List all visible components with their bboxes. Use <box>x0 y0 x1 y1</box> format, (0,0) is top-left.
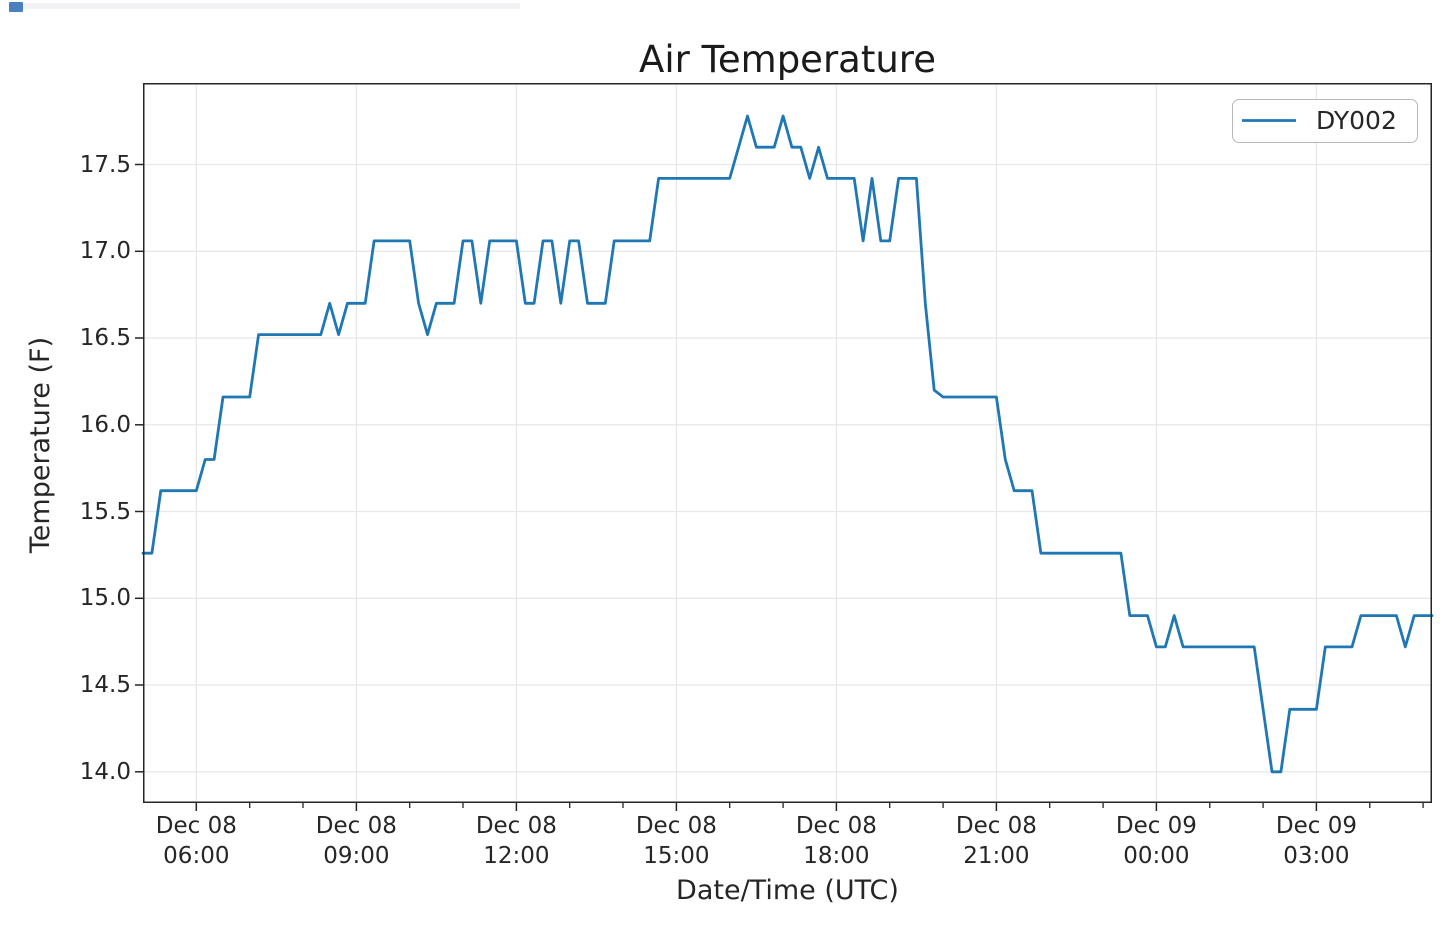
x-tick-label: Dec 08 21:00 <box>955 813 1037 869</box>
x-tick-label: Dec 08 12:00 <box>475 813 557 869</box>
plot-canvas <box>135 83 1434 811</box>
legend: DY002 <box>1232 99 1418 143</box>
legend-line-swatch <box>1242 119 1296 122</box>
legend-series-label: DY002 <box>1316 106 1397 135</box>
y-tick-label: 15.0 <box>79 585 131 612</box>
x-tick-label: Dec 08 09:00 <box>315 813 397 869</box>
x-tick-label: Dec 08 18:00 <box>795 813 877 869</box>
x-tick-label: Dec 09 00:00 <box>1115 813 1197 869</box>
plot-area: DY002 <box>135 83 1434 811</box>
x-tick-label: Dec 09 03:00 <box>1275 813 1357 869</box>
top-left-blue-chip <box>9 2 23 12</box>
y-tick-label: 15.5 <box>79 498 131 525</box>
y-tick-label: 14.0 <box>79 758 131 785</box>
y-tick-label: 14.5 <box>79 672 131 699</box>
y-tick-label: 17.5 <box>79 151 131 178</box>
x-tick-label: Dec 08 15:00 <box>635 813 717 869</box>
y-tick-label: 16.5 <box>79 325 131 352</box>
x-axis-label: Date/Time (UTC) <box>676 875 899 906</box>
top-loading-strip <box>18 3 520 9</box>
y-tick-label: 17.0 <box>79 238 131 265</box>
x-tick-label: Dec 08 06:00 <box>155 813 237 869</box>
y-tick-label: 16.0 <box>79 411 131 438</box>
chart-title: Air Temperature <box>639 38 936 81</box>
